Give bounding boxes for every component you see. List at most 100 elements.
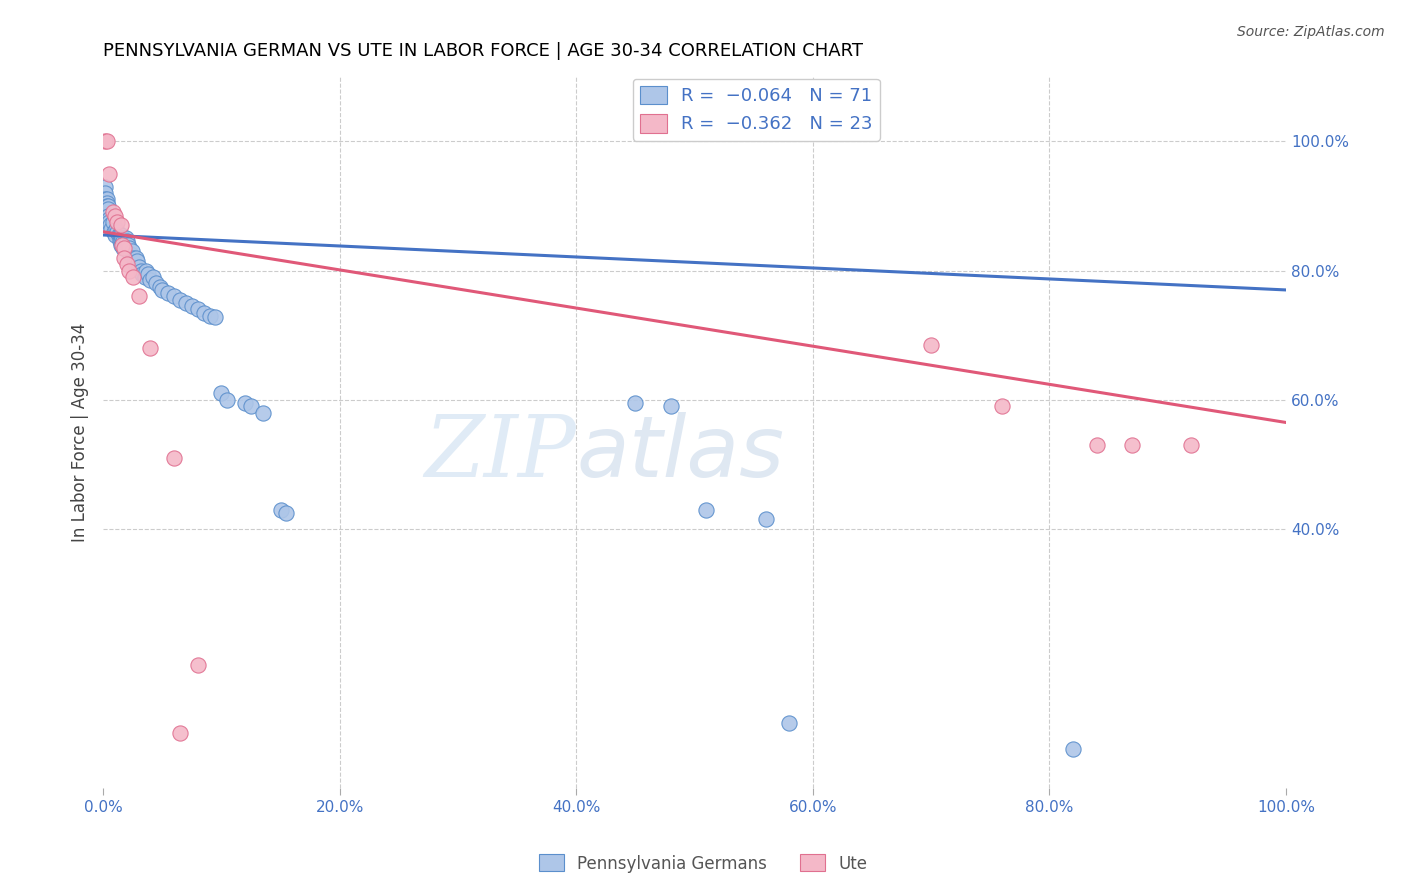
Point [180,299,202,313]
Point [129,263,152,277]
Point [169,726,191,740]
Point [100,221,122,235]
Point [96,134,118,148]
Point [104,227,127,242]
Point [108,235,131,249]
Point [94,193,117,207]
Point [111,231,134,245]
Point [174,296,197,310]
Point [104,209,127,223]
Point [149,279,172,293]
Point [135,263,157,277]
Point [96,199,118,213]
Point [108,227,131,242]
Point [101,205,124,219]
Point [157,286,180,301]
Point [134,270,156,285]
Point [121,244,143,259]
Point [110,237,132,252]
Point [1180,438,1202,452]
Point [103,225,125,239]
Point [97,202,120,216]
Point [117,237,139,252]
Point [118,241,141,255]
Point [121,270,143,285]
Point [695,502,717,516]
Point [1085,438,1108,452]
Point [120,247,142,261]
Point [163,450,186,465]
Text: PENNSYLVANIA GERMAN VS UTE IN LABOR FORCE | AGE 30-34 CORRELATION CHART: PENNSYLVANIA GERMAN VS UTE IN LABOR FORC… [103,42,863,60]
Point [111,237,134,252]
Point [754,512,776,526]
Point [240,400,263,414]
Point [252,406,274,420]
Point [112,235,135,249]
Point [187,302,209,317]
Point [193,305,215,319]
Point [163,289,186,303]
Point [107,227,129,242]
Point [112,251,135,265]
Point [105,215,128,229]
Point [145,277,167,291]
Point [94,186,117,200]
Y-axis label: In Labor Force | Age 30-34: In Labor Force | Age 30-34 [72,323,89,541]
Point [128,260,150,275]
Point [270,502,292,516]
Point [128,289,150,303]
Point [150,283,173,297]
Point [112,237,135,252]
Point [96,195,118,210]
Point [624,396,647,410]
Point [96,202,118,216]
Point [105,225,128,239]
Legend: Pennsylvania Germans, Ute: Pennsylvania Germans, Ute [531,847,875,880]
Point [94,195,117,210]
Point [136,267,159,281]
Point [121,251,143,265]
Point [105,221,128,235]
Point [659,400,682,414]
Point [1062,742,1084,756]
Point [115,235,138,249]
Point [98,219,121,233]
Point [169,293,191,307]
Point [187,657,209,672]
Point [112,241,135,255]
Point [115,257,138,271]
Point [125,251,148,265]
Point [101,215,124,229]
Point [114,237,136,252]
Point [142,270,165,285]
Point [920,338,942,352]
Point [217,392,239,407]
Point [276,506,298,520]
Point [118,263,141,277]
Point [209,386,232,401]
Point [233,396,256,410]
Point [97,199,120,213]
Point [96,193,118,207]
Point [110,219,132,233]
Point [1121,438,1143,452]
Point [98,211,121,226]
Point [778,716,800,731]
Point [94,134,117,148]
Point [114,231,136,245]
Text: atlas: atlas [576,412,785,495]
Text: Source: ZipAtlas.com: Source: ZipAtlas.com [1237,25,1385,39]
Point [991,400,1014,414]
Point [97,209,120,223]
Point [112,241,135,255]
Point [94,179,117,194]
Point [98,215,121,229]
Point [139,341,162,355]
Text: ZIP: ZIP [425,412,576,495]
Point [111,237,134,252]
Point [127,253,149,268]
Point [139,273,162,287]
Point [204,310,226,324]
Point [110,227,132,242]
Point [122,253,145,268]
